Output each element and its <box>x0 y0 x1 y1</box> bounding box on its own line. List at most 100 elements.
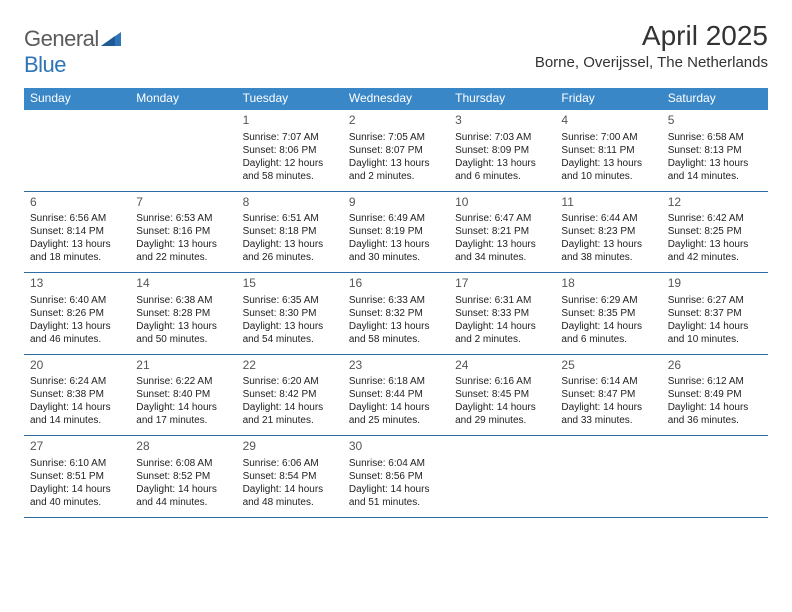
day-info-line: Sunset: 8:28 PM <box>136 307 230 320</box>
day-info-line: Sunset: 8:52 PM <box>136 470 230 483</box>
day-info-line: Sunrise: 6:20 AM <box>243 375 337 388</box>
calendar-cell: 17Sunrise: 6:31 AMSunset: 8:33 PMDayligh… <box>449 273 555 354</box>
day-info-line: Sunrise: 7:07 AM <box>243 131 337 144</box>
day-info-line: Sunrise: 6:38 AM <box>136 294 230 307</box>
day-number: 17 <box>455 276 549 292</box>
day-info-line: and 10 minutes. <box>668 333 762 346</box>
day-header-thursday: Thursday <box>449 88 555 110</box>
calendar-cell: 11Sunrise: 6:44 AMSunset: 8:23 PMDayligh… <box>555 192 661 273</box>
day-info-line: Sunset: 8:42 PM <box>243 388 337 401</box>
header: General Blue April 2025 Borne, Overijsse… <box>24 20 768 78</box>
day-info-line: and 46 minutes. <box>30 333 124 346</box>
day-info-line: and 54 minutes. <box>243 333 337 346</box>
day-number: 16 <box>349 276 443 292</box>
day-info-line: and 2 minutes. <box>455 333 549 346</box>
day-info-line: Sunrise: 6:24 AM <box>30 375 124 388</box>
day-number: 13 <box>30 276 124 292</box>
day-info-line: Daylight: 14 hours <box>561 401 655 414</box>
calendar-cell: 4Sunrise: 7:00 AMSunset: 8:11 PMDaylight… <box>555 110 661 191</box>
day-info-line: Sunset: 8:44 PM <box>349 388 443 401</box>
day-info-line: Sunset: 8:26 PM <box>30 307 124 320</box>
day-number: 19 <box>668 276 762 292</box>
calendar-cell: 18Sunrise: 6:29 AMSunset: 8:35 PMDayligh… <box>555 273 661 354</box>
calendar-cell: 14 Sunrise: 6:38 AMSunset: 8:28 PMDayligh… <box>130 273 236 354</box>
day-info-line: Daylight: 13 hours <box>349 320 443 333</box>
day-info-line: and 21 minutes. <box>243 414 337 427</box>
day-info-line: Sunrise: 6:04 AM <box>349 457 443 470</box>
day-header-saturday: Saturday <box>662 88 768 110</box>
day-number: 15 <box>243 276 337 292</box>
day-info-line: Daylight: 14 hours <box>30 483 124 496</box>
logo-text-general: General <box>24 26 99 51</box>
day-info-line: Daylight: 13 hours <box>136 320 230 333</box>
day-info-line: and 36 minutes. <box>668 414 762 427</box>
day-info-line: Sunset: 8:16 PM <box>136 225 230 238</box>
calendar-cell: 22Sunrise: 6:20 AMSunset: 8:42 PMDayligh… <box>237 355 343 436</box>
day-info-line: Sunset: 8:47 PM <box>561 388 655 401</box>
day-number: 9 <box>349 195 443 211</box>
day-info-line: Sunset: 8:49 PM <box>668 388 762 401</box>
day-info-line: Sunrise: 6:08 AM <box>136 457 230 470</box>
day-info-line: Daylight: 13 hours <box>243 320 337 333</box>
day-info-line: Daylight: 13 hours <box>349 157 443 170</box>
day-info-line: and 6 minutes. <box>455 170 549 183</box>
day-info-line: Sunrise: 6:29 AM <box>561 294 655 307</box>
day-info-line: Sunrise: 6:35 AM <box>243 294 337 307</box>
day-number: 6 <box>30 195 124 211</box>
day-info-line: and 18 minutes. <box>30 251 124 264</box>
calendar-cell: 6Sunrise: 6:56 AMSunset: 8:14 PMDaylight… <box>24 192 130 273</box>
day-info-line: Daylight: 13 hours <box>561 238 655 251</box>
day-number: 29 <box>243 439 337 455</box>
day-header-tuesday: Tuesday <box>237 88 343 110</box>
calendar-cell: 3Sunrise: 7:03 AMSunset: 8:09 PMDaylight… <box>449 110 555 191</box>
day-header-wednesday: Wednesday <box>343 88 449 110</box>
day-info-line: Sunrise: 6:49 AM <box>349 212 443 225</box>
day-info-line: and 34 minutes. <box>455 251 549 264</box>
day-info-line: Sunrise: 6:14 AM <box>561 375 655 388</box>
day-number: 28 <box>136 439 230 455</box>
day-info-line: Sunrise: 7:00 AM <box>561 131 655 144</box>
day-number: 8 <box>243 195 337 211</box>
day-info-line: Sunset: 8:30 PM <box>243 307 337 320</box>
day-info-line: Daylight: 14 hours <box>561 320 655 333</box>
day-number: 7 <box>136 195 230 211</box>
day-info-line: Daylight: 14 hours <box>243 401 337 414</box>
day-info-line: Daylight: 14 hours <box>349 483 443 496</box>
day-info-line: Sunrise: 6:53 AM <box>136 212 230 225</box>
day-info-line: Daylight: 13 hours <box>243 238 337 251</box>
day-info-line: Sunrise: 6:27 AM <box>668 294 762 307</box>
logo-text-blue: Blue <box>24 52 66 77</box>
day-number: 25 <box>561 358 655 374</box>
calendar-cell: 20Sunrise: 6:24 AMSunset: 8:38 PMDayligh… <box>24 355 130 436</box>
title-month: April 2025 <box>535 20 768 52</box>
day-header-friday: Friday <box>555 88 661 110</box>
day-info-line: Daylight: 14 hours <box>243 483 337 496</box>
day-info-line: Sunset: 8:25 PM <box>668 225 762 238</box>
day-info-line: Sunrise: 6:56 AM <box>30 212 124 225</box>
day-number: 14 <box>136 276 230 292</box>
day-number: 12 <box>668 195 762 211</box>
day-info-line: Sunset: 8:13 PM <box>668 144 762 157</box>
day-number: 21 <box>136 358 230 374</box>
day-info-line: Daylight: 14 hours <box>455 320 549 333</box>
calendar-row: 27Sunrise: 6:10 AMSunset: 8:51 PMDayligh… <box>24 436 768 518</box>
day-info-line: Sunset: 8:09 PM <box>455 144 549 157</box>
day-info-line: and 6 minutes. <box>561 333 655 346</box>
calendar-row: 6Sunrise: 6:56 AMSunset: 8:14 PMDaylight… <box>24 192 768 274</box>
day-info-line: and 48 minutes. <box>243 496 337 509</box>
day-number: 30 <box>349 439 443 455</box>
calendar-cell <box>662 436 768 517</box>
day-info-line: Daylight: 14 hours <box>668 320 762 333</box>
day-info-line: Sunrise: 6:58 AM <box>668 131 762 144</box>
day-info-line: Sunrise: 6:42 AM <box>668 212 762 225</box>
day-info-line: and 50 minutes. <box>136 333 230 346</box>
day-info-line: and 40 minutes. <box>30 496 124 509</box>
calendar-cell: 26Sunrise: 6:12 AMSunset: 8:49 PMDayligh… <box>662 355 768 436</box>
calendar-cell: 13Sunrise: 6:40 AMSunset: 8:26 PMDayligh… <box>24 273 130 354</box>
calendar-cell <box>449 436 555 517</box>
day-info-line: Sunset: 8:32 PM <box>349 307 443 320</box>
calendar-cell: 23Sunrise: 6:18 AMSunset: 8:44 PMDayligh… <box>343 355 449 436</box>
day-info-line: and 58 minutes. <box>243 170 337 183</box>
day-number: 5 <box>668 113 762 129</box>
day-info-line: Daylight: 13 hours <box>455 157 549 170</box>
